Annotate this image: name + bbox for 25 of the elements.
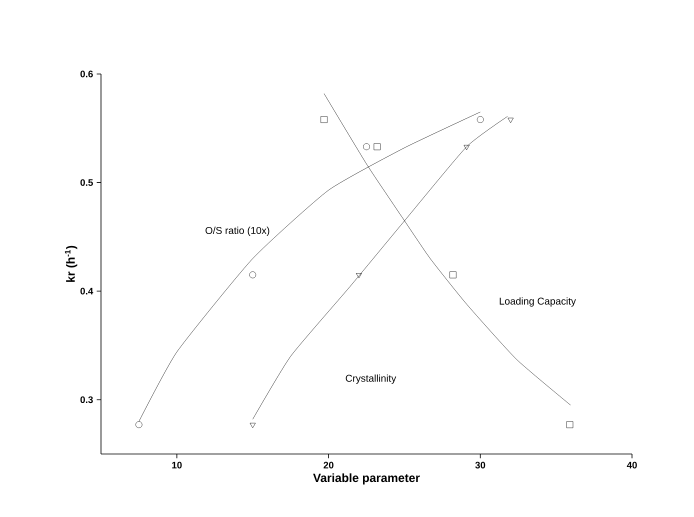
y-tick-label: 0.6: [80, 70, 93, 78]
y-axis-title: kr (h$^{-1}$): [64, 246, 78, 282]
x-tick-label: 10: [172, 462, 182, 468]
point: [450, 271, 456, 278]
y-tick-label: 0.3: [80, 396, 93, 404]
x-tick-label: 30: [475, 462, 486, 468]
y-tick-label: 0.5: [80, 179, 93, 186]
point: [566, 421, 574, 428]
point: [363, 143, 370, 150]
annotation: O/S ratio (10x): [206, 226, 270, 236]
x-tick-label: 40: [626, 462, 637, 468]
point: [136, 421, 142, 428]
y-tick-label: 0.4: [80, 288, 94, 294]
x-axis-title: Variable parameter: [313, 473, 420, 484]
point: [250, 422, 256, 428]
point: [476, 116, 484, 123]
point: [356, 273, 362, 278]
point: [320, 116, 328, 123]
point: [249, 271, 256, 278]
point: [374, 143, 381, 150]
point: [464, 144, 470, 150]
annotation: Loading Capacity: [500, 297, 576, 307]
x-tick-label: 20: [324, 462, 334, 468]
point: [508, 118, 514, 123]
annotation: Crystallinity: [346, 374, 396, 384]
